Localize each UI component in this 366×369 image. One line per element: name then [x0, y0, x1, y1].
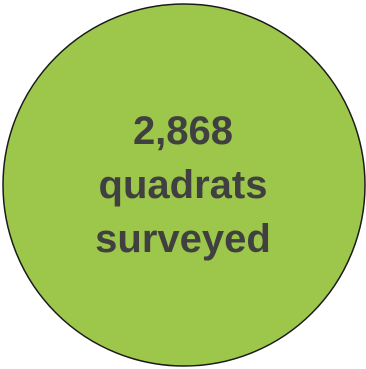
circle-shape [2, 3, 366, 367]
stat-count: 2,868 [132, 108, 234, 153]
stat-unit: quadrats [98, 162, 268, 207]
stat-description: surveyed [95, 216, 271, 261]
